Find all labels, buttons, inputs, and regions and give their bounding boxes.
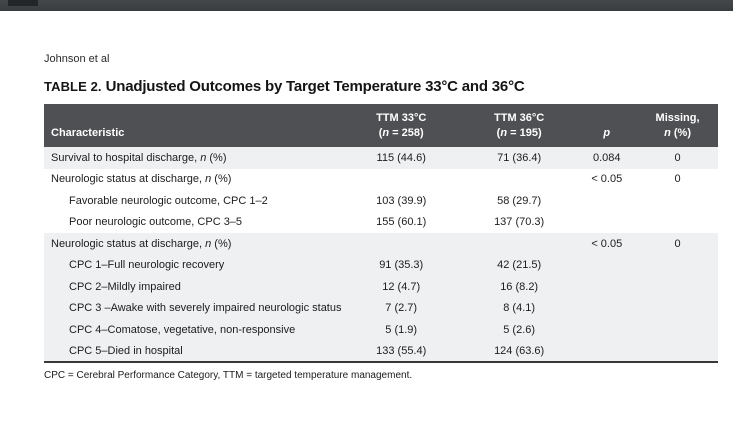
cell-ttm36 [461, 233, 577, 255]
cell-ttm36: 42 (21.5) [461, 254, 577, 276]
cell-ttm36 [462, 169, 577, 191]
cell-ttm33: 103 (39.9) [376, 194, 427, 207]
cell-missing [637, 340, 718, 362]
cell-missing [637, 297, 718, 319]
cell-ttm33: 5 (1.9) [340, 319, 462, 341]
cell-ttm36: 71 (36.4) [461, 147, 577, 169]
column-header-label: Characteristic [44, 104, 341, 147]
cell-ttm36: 124 (63.6) [461, 340, 577, 362]
cell-label: Neurologic status at discharge, n (%) [44, 233, 341, 255]
cell-ttm36: 58 (29.7) [497, 194, 542, 207]
top-bar [0, 0, 733, 11]
cell-missing [637, 276, 718, 298]
table-row: Neurologic status at discharge, n (%) < 0… [44, 233, 718, 255]
cell-missing [637, 212, 718, 234]
cell-label: CPC 4–Comatose, vegetative, non-responsi… [44, 319, 341, 341]
cell-ttm36: 137 (70.3) [494, 216, 545, 229]
cell-missing [637, 319, 718, 341]
cell-ttm36: 16 (8.2) [461, 276, 577, 298]
cell-missing: 0 [637, 233, 718, 255]
table-row: CPC 2–Mildly impaired 12 (4.7) 16 (8.2) [44, 276, 718, 298]
column-header-p: p [576, 104, 638, 147]
cell-ttm36: 8 (4.1) [461, 297, 577, 319]
cell-missing: 0 [674, 173, 681, 186]
cell-missing [637, 254, 718, 276]
cell-ttm33: 155 (60.1) [376, 216, 427, 229]
table-row: Neurologic status at discharge, n (%) < 0… [44, 169, 718, 191]
cell-ttm33: 7 (2.7) [340, 297, 462, 319]
footnote: CPC = Cerebral Performance Category, TTM… [44, 370, 413, 381]
table-row: CPC 5–Died in hospital 133 (55.4) 124 (63.… [44, 340, 718, 362]
cell-label: CPC 3 –Awake with severely impaired neur… [44, 297, 341, 319]
table-header: Characteristic TTM 33°C (n = 258) TTM 36°C(… [44, 104, 718, 147]
cell-ttm33: 91 (35.3) [340, 254, 462, 276]
header-row: Characteristic TTM 33°C (n = 258) TTM 36°C(… [44, 104, 718, 147]
table-row: CPC 1–Full neurologic recovery 91 (35.3) 4… [44, 254, 718, 276]
cell-label: Favorable neurologic outcome, CPC 1–2 [69, 194, 268, 207]
cell-ttm33 [341, 169, 462, 191]
table-row: Survival to hospital discharge, n (%) 115… [44, 147, 718, 169]
cell-label: Survival to hospital discharge, n (%) [44, 147, 341, 169]
cell-ttm33 [340, 233, 462, 255]
table-row: Favorable neurologic outcome, CPC 1–2 103… [44, 190, 718, 212]
cell-ttm33: 12 (4.7) [340, 276, 462, 298]
cell-p [576, 190, 637, 212]
cell-p [576, 319, 638, 341]
cell-ttm33: 133 (55.4) [340, 340, 462, 362]
cell-p: < 0.05 [576, 233, 638, 255]
column-header-ttm33: TTM 33°C (n = 258) [340, 104, 462, 147]
running-head: Johnson et al [44, 53, 110, 65]
table-row: CPC 3 –Awake with severely impaired neur… [44, 297, 718, 319]
table-row: Poor neurologic outcome, CPC 3–5 155 (60.… [44, 212, 718, 234]
column-header-missing: Missing, n (%) [637, 104, 718, 147]
cell-p [576, 276, 638, 298]
cell-missing: 0 [637, 147, 718, 169]
table-number-label: TABLE 2. [44, 79, 102, 94]
cell-p: 0.084 [576, 147, 638, 169]
cell-p [576, 254, 638, 276]
table-row: CPC 4–Comatose, vegetative, non-responsi… [44, 319, 718, 341]
cell-label: CPC 1–Full neurologic recovery [44, 254, 341, 276]
cell-p [576, 297, 638, 319]
cell-ttm36: 5 (2.6) [461, 319, 577, 341]
cell-ttm33: 115 (44.6) [340, 147, 462, 169]
cell-label: Neurologic status at discharge, n (%) [51, 173, 232, 186]
cell-p [576, 212, 637, 234]
table-title-text: Unadjusted Outcomes by Target Temperatur… [105, 78, 525, 95]
outcomes-table: Characteristic TTM 33°C (n = 258) TTM 36°C(… [44, 104, 718, 363]
cell-label: CPC 5–Died in hospital [44, 340, 341, 362]
column-header-ttm36: TTM 36°C (n = 195) [461, 104, 577, 147]
table-body: Survival to hospital discharge, n (%) 115… [44, 147, 718, 362]
cell-p [576, 340, 638, 362]
top-bar-tab [8, 0, 38, 6]
cell-label: Poor neurologic outcome, CPC 3–5 [69, 216, 243, 229]
cell-label: CPC 2–Mildly impaired [44, 276, 341, 298]
cell-p: < 0.05 [591, 173, 623, 186]
page-title: TABLE 2. Unadjusted Outcomes by Target Te… [44, 78, 525, 96]
cell-missing [637, 190, 718, 212]
